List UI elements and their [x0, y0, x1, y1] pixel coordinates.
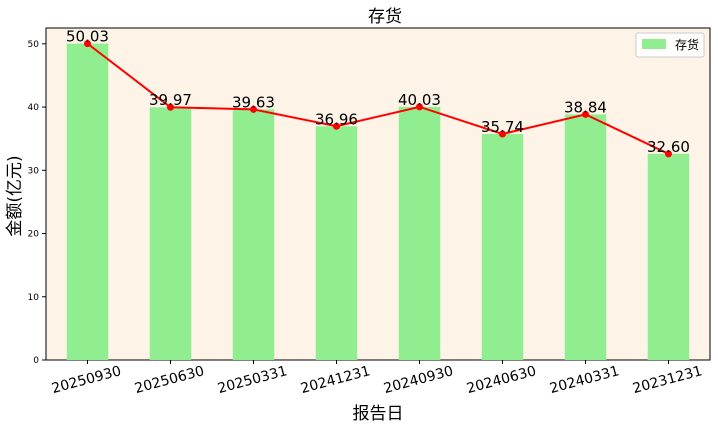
y-tick-label: 20	[28, 230, 40, 240]
legend-swatch	[642, 39, 666, 49]
bar	[149, 107, 192, 360]
data-label: 39.63	[232, 93, 275, 111]
line-point	[665, 150, 672, 158]
x-tick-label: 20240630	[465, 363, 538, 397]
line-point	[167, 103, 174, 111]
bar	[481, 133, 524, 360]
line-point	[582, 110, 589, 118]
bar	[398, 106, 441, 360]
x-tick-label: 20240331	[548, 363, 621, 397]
y-tick-label: 30	[28, 166, 40, 176]
line-point	[250, 105, 257, 113]
data-labels: 50.03 39.97 39.63 36.96 40.03 35.74 38.84 32.60	[66, 28, 690, 156]
x-tick-label: 20231231	[631, 363, 704, 397]
x-tick-label: 20250331	[216, 363, 289, 397]
x-axis-label: 报告日	[353, 404, 404, 424]
y-tick-label: 0	[33, 356, 39, 366]
chart-title: 存货	[368, 7, 402, 27]
x-axis: 20250930 20250630 20250331 20241231 20240930…	[50, 360, 704, 397]
data-label: 35.74	[481, 118, 524, 136]
y-tick-label: 40	[28, 103, 40, 113]
data-label: 38.84	[564, 98, 607, 116]
line-series	[84, 40, 672, 158]
data-label: 32.60	[647, 138, 690, 156]
bar	[315, 126, 358, 360]
data-label: 50.03	[66, 28, 109, 46]
bar	[66, 43, 109, 360]
legend: 存货	[635, 32, 705, 58]
trend-line	[86, 42, 669, 155]
x-tick-label: 20240930	[382, 363, 455, 397]
data-label: 39.97	[149, 91, 192, 109]
bar	[564, 114, 607, 360]
line-point	[499, 130, 506, 138]
y-axis: 0 10 20 30 40 50	[28, 40, 46, 366]
data-label: 36.96	[315, 110, 358, 128]
line-point	[416, 103, 423, 111]
y-tick-label: 50	[28, 40, 40, 50]
line-point	[333, 122, 340, 130]
x-tick-label: 20250630	[133, 363, 206, 397]
y-tick-label: 10	[28, 293, 40, 303]
plot-area	[45, 27, 711, 361]
line-point	[84, 40, 91, 48]
y-axis-label: 金额(亿元)	[5, 155, 25, 236]
data-label: 40.03	[398, 91, 441, 109]
bar-series	[66, 43, 690, 361]
x-tick-label: 20241231	[299, 363, 372, 397]
bar	[232, 109, 275, 361]
bar	[647, 153, 690, 360]
x-tick-label: 20250930	[50, 363, 123, 397]
legend-label: 存货	[675, 37, 699, 52]
